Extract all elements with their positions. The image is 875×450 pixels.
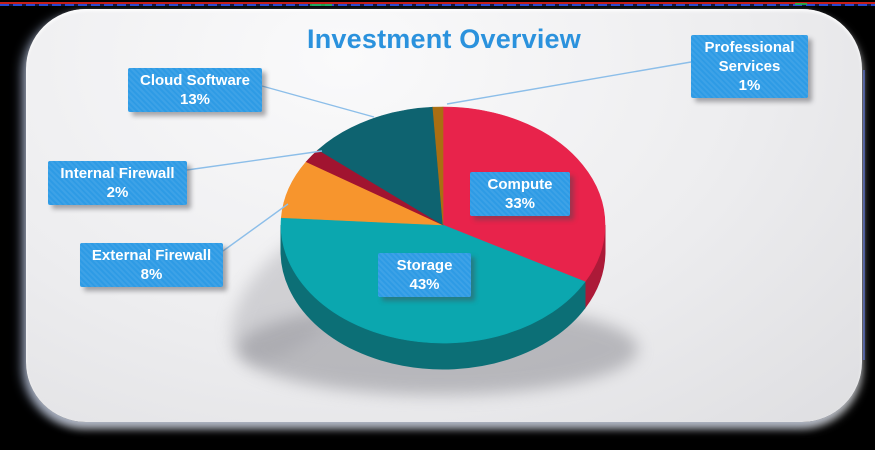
leader-line-cloud-software	[261, 85, 375, 118]
pie-slice-professional-services	[432, 106, 444, 226]
callout-cloud-software: Cloud Software 13%	[128, 68, 262, 112]
callout-percent: 13%	[179, 91, 211, 108]
callout-percent: 33%	[504, 195, 536, 212]
callout-internal-firewall: Internal Firewall 2%	[48, 161, 187, 205]
leader-line-internal-firewall	[186, 150, 323, 171]
leader-lines	[186, 61, 692, 252]
callout-label: Cloud Software	[139, 72, 250, 89]
callout-professional-services: Professional Services 1%	[691, 35, 808, 98]
leader-line-professional-services	[446, 61, 692, 105]
callout-external-firewall: External Firewall 8%	[80, 243, 223, 287]
callout-label: Internal Firewall	[60, 165, 175, 182]
callout-percent: 43%	[409, 276, 440, 293]
callout-label: External Firewall	[91, 247, 212, 264]
leader-line-external-firewall	[222, 203, 289, 252]
callout-percent: 8%	[140, 266, 163, 283]
callout-label: Compute	[487, 176, 553, 193]
callout-percent: 2%	[106, 184, 129, 201]
callout-compute: Compute 33%	[470, 172, 570, 216]
pie-slice-cloud-software	[317, 106, 444, 226]
callout-storage: Storage 43%	[378, 253, 471, 297]
callout-label: Storage	[396, 257, 453, 274]
pie-slices	[280, 106, 606, 344]
page-title: Investment Overview	[307, 24, 581, 54]
callout-percent: 1%	[738, 77, 761, 94]
callout-label: Professional Services	[704, 39, 795, 75]
